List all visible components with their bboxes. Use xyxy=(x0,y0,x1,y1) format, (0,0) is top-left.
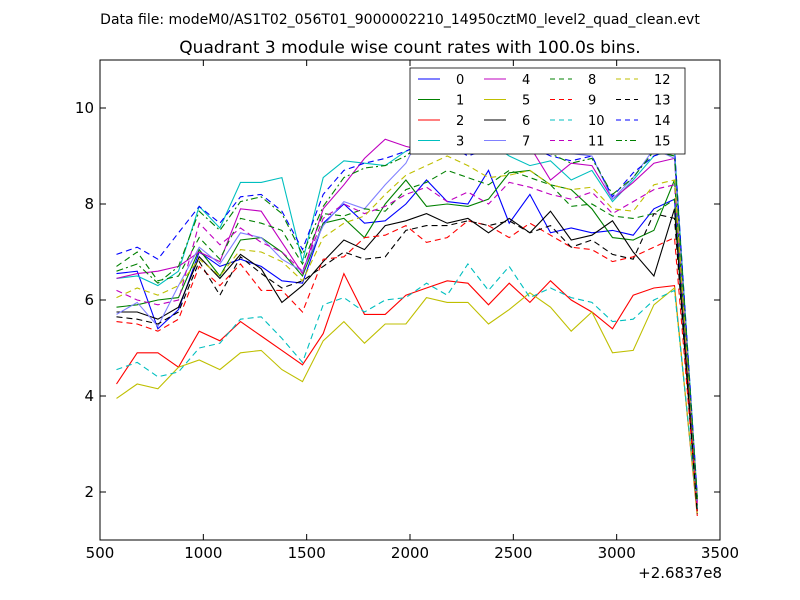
legend-label-13: 13 xyxy=(654,94,671,109)
series-line-8 xyxy=(116,169,698,497)
series-line-11 xyxy=(116,181,698,505)
y-tick-label: 2 xyxy=(84,483,94,501)
y-tick-label: 4 xyxy=(84,387,94,405)
legend-label-6: 6 xyxy=(522,114,530,129)
x-tick-label: 2500 xyxy=(494,544,532,562)
y-tick-label: 10 xyxy=(75,99,94,117)
y-tick-label: 8 xyxy=(84,195,94,213)
series-layer xyxy=(116,104,698,517)
legend-label-3: 3 xyxy=(456,135,464,150)
legend-label-9: 9 xyxy=(588,94,596,109)
x-tick-label: 1000 xyxy=(184,544,222,562)
series-line-1 xyxy=(116,169,698,507)
legend-label-14: 14 xyxy=(654,114,671,129)
series-line-5 xyxy=(116,286,698,514)
series-line-2 xyxy=(116,272,698,517)
legend-label-5: 5 xyxy=(522,94,530,109)
legend-label-1: 1 xyxy=(456,94,464,109)
x-tick-label: 3000 xyxy=(598,544,636,562)
series-line-10 xyxy=(116,263,698,509)
series-line-4 xyxy=(116,136,698,502)
series-line-15 xyxy=(116,116,698,500)
legend-box xyxy=(409,67,686,155)
legend-label-2: 2 xyxy=(456,114,464,129)
series-line-6 xyxy=(116,208,698,512)
chart-title: Quadrant 3 module wise count rates with … xyxy=(179,38,640,58)
x-tick-label: 2000 xyxy=(391,544,429,562)
legend-label-0: 0 xyxy=(456,73,464,88)
x-tick-label: 3500 xyxy=(701,544,739,562)
x-tick-label: 1500 xyxy=(288,544,326,562)
series-line-13 xyxy=(116,212,698,514)
x-offset-label: +2.6837e8 xyxy=(638,564,722,582)
legend-label-11: 11 xyxy=(588,135,605,150)
series-line-7 xyxy=(116,104,698,502)
legend-label-7: 7 xyxy=(522,135,530,150)
x-tick-label: 500 xyxy=(86,544,115,562)
legend-label-10: 10 xyxy=(588,114,605,129)
series-line-3 xyxy=(116,133,698,497)
series-line-0 xyxy=(116,169,698,512)
legend-label-4: 4 xyxy=(522,73,530,88)
figure-suptitle: Data file: modeM0/AS1T02_056T01_90000022… xyxy=(100,12,700,28)
legend-label-12: 12 xyxy=(654,73,671,88)
legend-label-15: 15 xyxy=(654,135,671,150)
y-tick-label: 6 xyxy=(84,291,94,309)
series-line-9 xyxy=(116,220,698,512)
legend-label-8: 8 xyxy=(588,73,596,88)
